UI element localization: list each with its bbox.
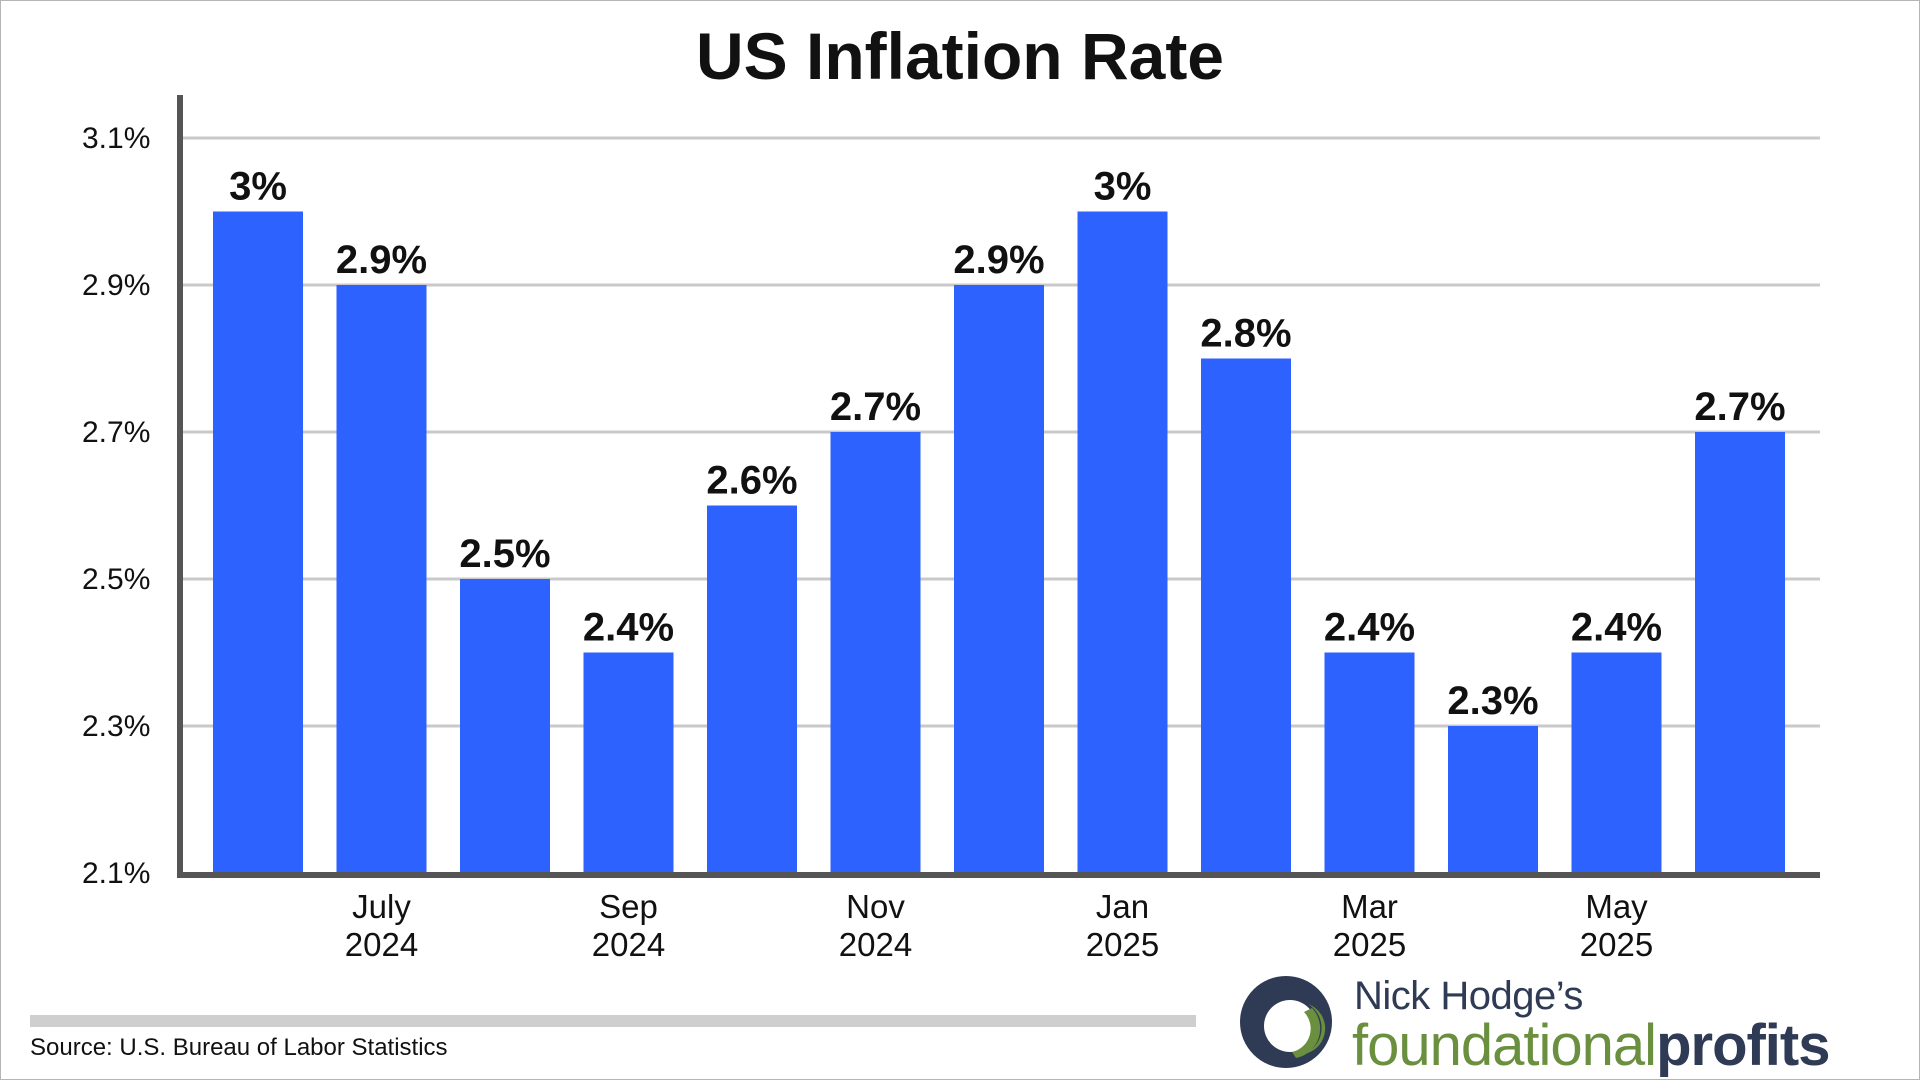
- logo-brand-word1: foundational: [1352, 1013, 1657, 1078]
- data-label: 2.7%: [830, 385, 921, 429]
- bar-chart: 3% 2.9% 2.5% 2.4% 2.6% 2.7% 2.9% 3% 2.8% 2.4% 2.3%…: [82, 95, 1820, 963]
- bar: [1077, 211, 1168, 873]
- y-tick-label: 2.1%: [82, 857, 150, 890]
- bar: [1201, 358, 1291, 873]
- source-divider: [30, 1015, 1196, 1027]
- data-label: 2.6%: [706, 459, 797, 503]
- data-label: 2.4%: [583, 606, 674, 650]
- logo-brand: foundationalprofits: [1352, 1012, 1831, 1079]
- bar: [336, 285, 427, 873]
- bar: [1695, 432, 1785, 873]
- chart-title: US Inflation Rate: [695, 19, 1225, 93]
- data-label: 2.4%: [1324, 606, 1415, 650]
- y-tick-label: 2.7%: [82, 416, 150, 449]
- x-tick-label-month: Sep: [599, 888, 658, 925]
- bar: [1448, 726, 1538, 873]
- data-label: 3%: [229, 165, 287, 209]
- data-label: 2.9%: [336, 238, 427, 282]
- bars: [213, 211, 1785, 873]
- bar: [583, 652, 674, 873]
- bar: [707, 505, 797, 873]
- source-text: Source: U.S. Bureau of Labor Statistics: [30, 1034, 448, 1061]
- brand-logo: Nick Hodge’s foundationalprofits: [1238, 972, 1888, 1078]
- y-tick-label: 2.3%: [82, 710, 150, 743]
- logo-ring-icon: [1240, 976, 1332, 1068]
- x-tick-label-month: Jan: [1096, 888, 1149, 925]
- data-label: 2.7%: [1694, 385, 1785, 429]
- y-tick-label: 2.9%: [82, 269, 150, 302]
- logo-author: Nick Hodge’s: [1354, 974, 1583, 1018]
- bar: [954, 285, 1044, 873]
- x-tick-label-month: Nov: [846, 888, 905, 925]
- data-label: 2.5%: [459, 532, 550, 576]
- bar: [1571, 652, 1662, 873]
- y-tick-label: 3.1%: [82, 122, 150, 155]
- x-tick-label-year: 2024: [345, 926, 418, 963]
- bar: [830, 432, 921, 873]
- axes: 2.1%2.3%2.5%2.7%2.9%3.1%July2024Sep2024N…: [82, 95, 1820, 963]
- data-label: 2.8%: [1200, 312, 1291, 356]
- x-tick-label-year: 2024: [592, 926, 665, 963]
- data-labels: 3% 2.9% 2.5% 2.4% 2.6% 2.7% 2.9% 3% 2.8% 2.4% 2.3%…: [229, 165, 1785, 724]
- x-tick-label-month: Mar: [1341, 888, 1398, 925]
- logo-brand-word2: profits: [1656, 1013, 1830, 1078]
- bar: [460, 579, 550, 873]
- data-label: 2.3%: [1447, 679, 1538, 723]
- bar: [213, 211, 303, 873]
- bar: [1324, 652, 1415, 873]
- data-label: 3%: [1094, 165, 1152, 209]
- x-tick-label-month: May: [1585, 888, 1648, 925]
- x-tick-label-year: 2025: [1580, 926, 1653, 963]
- x-tick-label-month: July: [352, 888, 411, 925]
- y-tick-label: 2.5%: [82, 563, 150, 596]
- data-label: 2.9%: [953, 238, 1044, 282]
- data-label: 2.4%: [1571, 606, 1662, 650]
- x-tick-label-year: 2025: [1086, 926, 1159, 963]
- x-tick-label-year: 2025: [1333, 926, 1406, 963]
- x-tick-label-year: 2024: [839, 926, 912, 963]
